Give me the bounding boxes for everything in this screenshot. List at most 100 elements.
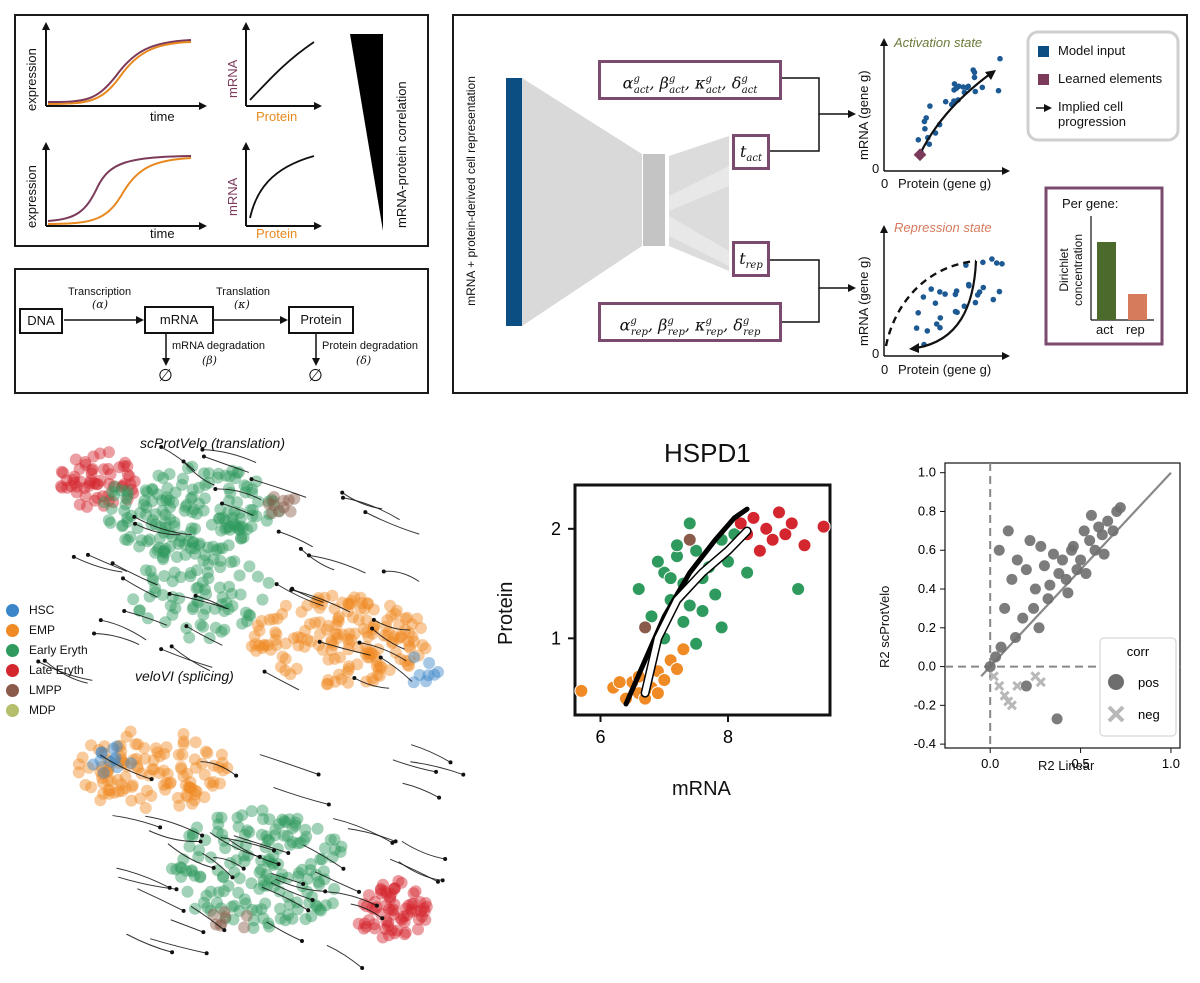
embedding-cell-late-eryth [415,910,428,923]
embedding-cell-emp [114,750,127,763]
embedding-cell-emp [189,761,202,774]
embedding-cell-early-eryth [273,505,285,517]
embedding-cell-early-eryth [170,863,183,876]
embedding-cell-late-eryth [405,905,418,918]
embedding-cell-early-eryth [190,507,203,520]
embedding-cell-early-eryth [201,901,214,914]
embedding-cell-emp [335,673,348,686]
embedding-cell-emp [171,791,184,804]
embedding-cell-early-eryth [166,608,179,621]
embedding-cell-emp [129,738,142,751]
embedding-cell-early-eryth [102,514,115,527]
embedding-cell-late-eryth [375,887,387,900]
embedding-cell-early-eryth [182,535,195,547]
activation-cell-dot [951,81,958,87]
embedding-cell-early-eryth [256,593,269,606]
embedding-cell-early-eryth [226,512,239,524]
embedding-cell-early-eryth [199,583,211,596]
embedding-cell-emp [263,613,276,626]
velocity-streamline [392,759,437,773]
embedding-cell-early-eryth [190,582,203,595]
time-label-top: time [150,109,175,124]
expression-label-bottom: expression [24,165,39,228]
embedding-cell-early-eryth [309,899,322,912]
embedding-cell-emp [124,725,137,738]
velocity-arrowhead [169,644,174,649]
mrna-protein-plot-top [242,22,322,110]
null-symbol-mrna: ∅ [158,366,173,385]
protein-label-bottom: Protein [256,226,298,241]
legend-item-emp: EMP [6,620,88,640]
embedding-cell-late-eryth [377,878,389,891]
hspd1-ytick-label: 1 [551,628,561,648]
embedding-cell-emp [279,652,292,665]
embedding-cell-early-eryth [211,896,223,909]
embedding-cell-early-eryth [184,567,197,579]
embedding-plots [36,445,466,971]
velocity-arrowhead [437,795,442,800]
embedding-cell-early-eryth [143,533,156,546]
embedding-cell-early-eryth [187,536,199,549]
embedding-cell-emp [157,764,170,777]
embedding-cell-early-eryth [168,566,181,579]
embedding-cell-early-eryth [246,483,259,496]
embedding-cell-early-eryth [179,538,191,551]
velocity-streamline [203,456,250,473]
embedding-cell-early-eryth [192,581,205,594]
embedding-cell-emp [150,742,162,755]
r2-point-neg [999,690,1010,701]
embedding-cell-emp [190,785,203,798]
embedding-cell-early-eryth [194,871,207,884]
embedding-cell-early-eryth [188,542,201,555]
velocity-streamline [300,548,335,571]
embedding-cell-emp [358,602,371,615]
embedding-cell-early-eryth [186,491,199,504]
embedding-cell-late-eryth [388,927,401,940]
embedding-cell-early-eryth [177,472,189,485]
embedding-cell-early-eryth [192,481,205,494]
embedding-cell-early-eryth [217,871,230,884]
repression-cell-dot [928,286,934,292]
embedding-cell-early-eryth [151,544,164,556]
params-rep-box: αgrep, βgrep, κgrep, δgrep [598,302,782,342]
embedding-cell-early-eryth [187,600,200,613]
embedding-cell-early-eryth [203,632,216,645]
embedding-cell-late-eryth [94,447,107,460]
embedding-cell-emp [179,779,192,792]
embedding-cell-emp [299,624,312,637]
repression-cell-dot [972,299,979,306]
embedding-cell-emp [163,777,176,790]
embedding-cell-late-eryth [388,898,401,911]
embedding-cell-emp [177,770,190,783]
embedding-cell-early-eryth [166,575,179,588]
embedding-cell-early-eryth [263,873,276,885]
embedding-cell-emp [184,781,197,794]
hspd1-point [752,543,767,558]
embedding-cell-early-eryth [146,482,159,495]
hspd1-point [791,582,806,597]
embedding-cell-early-eryth [212,467,225,480]
hspd1-xtick-label: 6 [595,727,605,747]
hspd1-point [612,675,627,690]
embedding-cell-early-eryth [156,504,169,517]
embedding-cell-early-eryth [216,542,229,555]
embedding-cell-early-eryth [200,889,213,902]
embedding-cell-early-eryth [281,871,294,884]
embedding-cell-early-eryth [253,882,266,895]
embedding-cell-emp [184,776,197,789]
embedding-cell-emp [343,637,355,650]
activation-cell-dot [965,83,972,90]
embedding-cell-emp [314,627,327,640]
velocity-arrowhead [276,529,281,534]
velocity-arrowhead [204,951,209,956]
repression-cell-dot [954,309,960,316]
embedding-cell-early-eryth [250,904,263,917]
rep-zero-x: 0 [881,362,889,377]
velocity-arrowhead [201,930,206,935]
embedding-cell-emp [79,778,92,791]
embedding-cell-emp [196,757,209,770]
embedding-cell-emp [270,628,283,641]
embedding-cell-late-eryth [65,480,78,493]
hspd1-point [714,620,729,635]
velocity-streamline [389,858,439,883]
